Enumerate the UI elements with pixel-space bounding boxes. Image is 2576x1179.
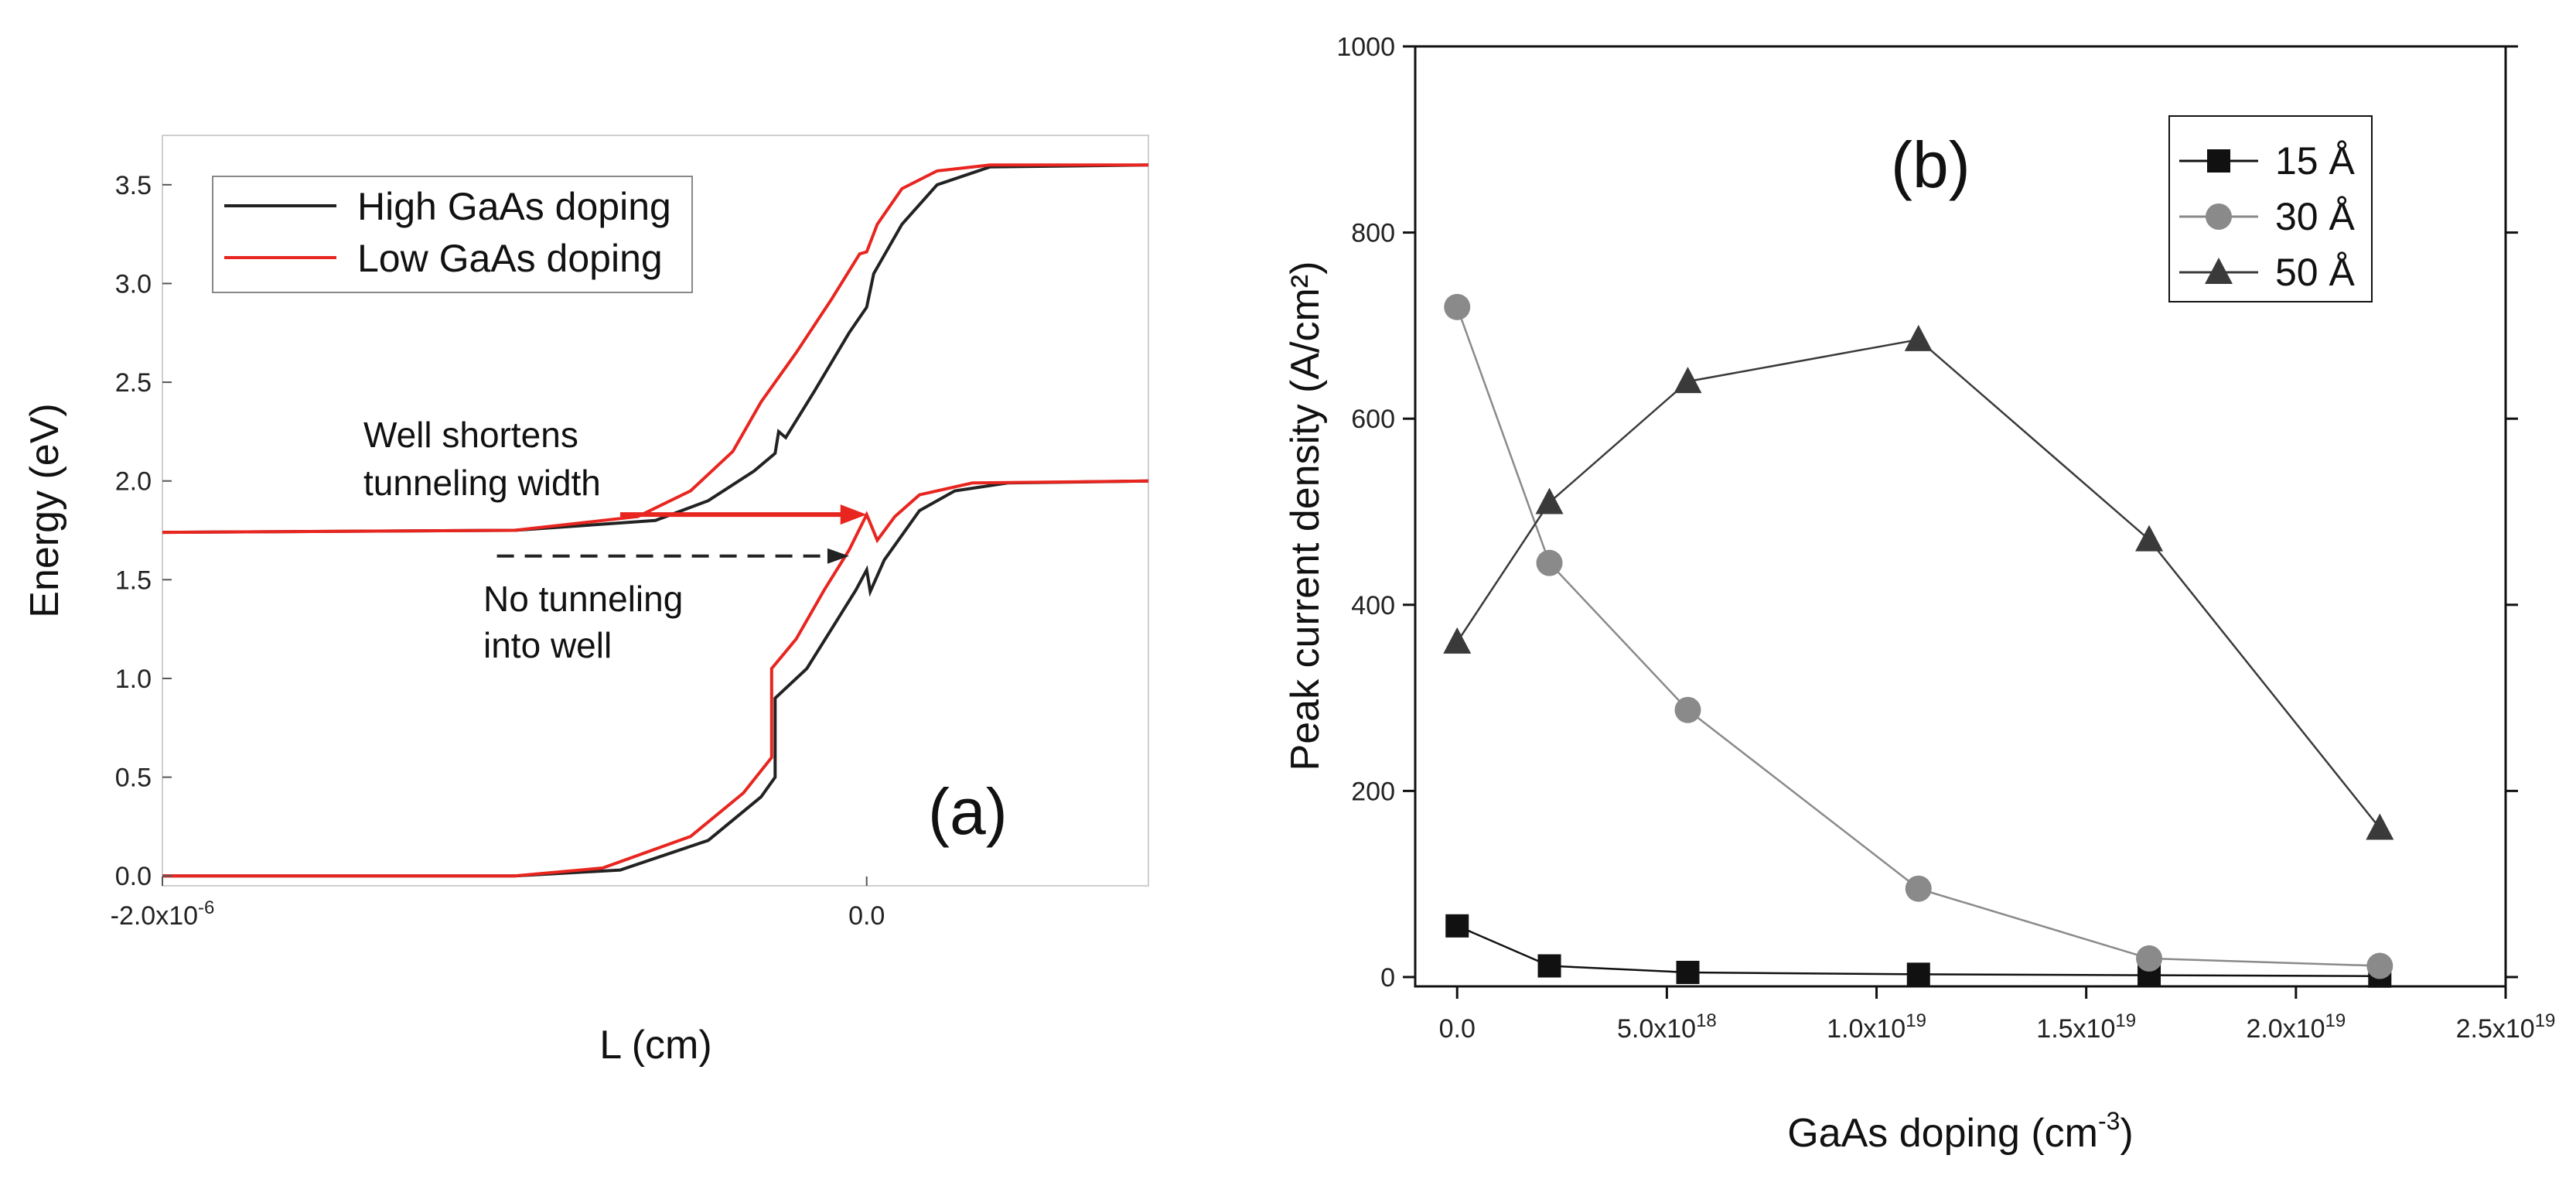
- panel-b-series-line-0: [1456, 924, 2380, 978]
- panel-b-point-2-0: [1443, 627, 1472, 654]
- panel-b-point-2-3: [1904, 324, 1933, 351]
- panel-b-xlabel-exp: -3: [2098, 1107, 2120, 1135]
- panel-a-ytick-label-0: 0.0: [115, 862, 152, 891]
- panel-b-xtick-label-2: 1.0x1019: [1827, 1010, 1926, 1044]
- panel-b-point-0-1: [1537, 954, 1561, 978]
- panel-b-legend-label-2: 50 Å: [2275, 251, 2356, 294]
- panel-a-ytick-label-7: 3.5: [115, 171, 152, 200]
- panel-b-peak-current-chart: 0 200 400 600 800 1000 0.0 5.0x1018 1.0x1019 1.5x…: [1283, 32, 2555, 1156]
- panel-b-legend-marker-0: [2207, 149, 2230, 173]
- panel-b-series-group: [1443, 293, 2394, 988]
- panel-b-legend: 15 Å 30 Å 50 Å: [2168, 115, 2373, 302]
- panel-a-xtick-label-0: -2.0x10-6: [111, 897, 215, 931]
- panel-a-series-line-3: [162, 163, 1148, 535]
- panel-a-annotation-no-tunnel-line2: into well: [483, 625, 612, 665]
- panel-a-annotation-well-line1: Well shortens: [363, 415, 578, 455]
- panel-a-legend-box: [212, 176, 693, 293]
- panel-a-ytick-label-5: 2.5: [115, 368, 152, 398]
- panel-b-xtick-label-4: 2.0x1019: [2246, 1010, 2346, 1044]
- panel-a-series-line-2: [162, 479, 1149, 878]
- panel-b-ylabel: Peak current density (A/cm²): [1283, 261, 1328, 771]
- panel-b-plot-frame: [1414, 45, 2507, 988]
- panel-a-ytick-label-1: 0.5: [115, 764, 152, 793]
- panel-b-xtick-label-5: 2.5x1019: [2456, 1010, 2556, 1044]
- panel-a-label: (a): [928, 775, 1008, 848]
- panel-a-legend-label-high: High GaAs doping: [357, 185, 671, 228]
- panel-a-legend: High GaAs doping Low GaAs doping: [212, 176, 693, 293]
- panel-b-point-1-4: [2136, 945, 2163, 972]
- panel-b-ytick-label-1: 200: [1351, 777, 1395, 806]
- panel-b-xlabel-close: ): [2120, 1111, 2133, 1156]
- panel-a-legend-label-low: Low GaAs doping: [357, 237, 663, 280]
- panel-b-xtick-label-3: 1.5x1019: [2036, 1010, 2136, 1044]
- panel-a-series-line-0: [162, 479, 1149, 878]
- panel-b-point-2-1: [1535, 487, 1564, 514]
- panel-a-plot-frame: [162, 135, 1149, 887]
- panel-b-point-2-2: [1674, 367, 1702, 394]
- panel-a-arrows-group: [496, 504, 867, 564]
- panel-a-series-group: [162, 163, 1149, 878]
- panel-a-annotation-no-tunnel-line1: No tunneling: [483, 579, 683, 619]
- panel-b-ytick-label-4: 800: [1351, 219, 1395, 248]
- panel-a-ytick-label-3: 1.5: [115, 566, 152, 595]
- panel-b-point-0-3: [1906, 962, 1930, 986]
- panel-b-legend-label-0: 15 Å: [2275, 139, 2356, 183]
- panel-b-point-1-1: [1536, 549, 1563, 576]
- panel-a-dashed-arrowhead: [827, 548, 849, 564]
- panel-b-xtick-label-1: 5.0x1018: [1617, 1010, 1717, 1044]
- panel-b-point-0-0: [1445, 914, 1469, 938]
- panel-a-energy-band-chart: 0.0 0.5 1.0 1.5 2.0 2.5 3.0 3.5 -2.0x10-6 0.0 Ene…: [22, 135, 1149, 1068]
- panel-b-label: (b): [1891, 128, 1970, 201]
- panel-b-ticks-group: 0 200 400 600 800 1000 0.0 5.0x1018 1.0x1019 1.5x…: [1336, 32, 2555, 1044]
- panel-b-point-1-0: [1444, 293, 1471, 320]
- panel-b-series-line-2: [1456, 338, 2381, 829]
- panel-a-xlabel: L (cm): [599, 1023, 711, 1068]
- panel-a-red-arrowhead: [840, 504, 867, 525]
- panel-b-point-1-5: [2366, 952, 2393, 979]
- panel-a-series-line-1: [162, 163, 1149, 535]
- panel-a-ticks-group: 0.0 0.5 1.0 1.5 2.0 2.5 3.0 3.5 -2.0x10-6 0.0: [111, 171, 885, 931]
- panel-a-ytick-label-4: 2.0: [115, 467, 152, 497]
- panel-b-ytick-label-3: 600: [1351, 405, 1395, 434]
- panel-b-point-2-4: [2135, 525, 2164, 552]
- panel-b-legend-marker-1: [2206, 203, 2232, 230]
- panel-b-series-line-1: [1456, 306, 2380, 967]
- panel-b-ytick-label-5: 1000: [1336, 32, 1395, 62]
- panel-a-ylabel: Energy (eV): [22, 403, 67, 617]
- panel-a-xtick-label-1: 0.0: [848, 901, 885, 931]
- panel-b-point-2-5: [2366, 813, 2394, 840]
- panel-b-legend-marker-2: [2205, 258, 2233, 284]
- panel-a-ytick-label-6: 3.0: [115, 269, 152, 299]
- panel-b-xlabel: GaAs doping (cm-3): [1787, 1107, 2134, 1156]
- panel-a-annotation-well-line2: tunneling width: [363, 463, 601, 503]
- panel-b-xtick-label-0: 0.0: [1439, 1014, 1476, 1044]
- panel-a-ytick-label-2: 1.0: [115, 665, 152, 694]
- panel-b-legend-box: [2168, 115, 2373, 302]
- panel-b-xlabel-text: GaAs doping (cm: [1787, 1111, 2098, 1156]
- panel-b-ytick-label-2: 400: [1351, 591, 1395, 620]
- panel-b-legend-label-1: 30 Å: [2275, 195, 2356, 238]
- panel-b-ytick-label-0: 0: [1380, 963, 1395, 993]
- panel-b-point-0-2: [1676, 960, 1700, 984]
- panel-b-point-1-3: [1905, 875, 1932, 902]
- panel-b-point-1-2: [1674, 696, 1701, 723]
